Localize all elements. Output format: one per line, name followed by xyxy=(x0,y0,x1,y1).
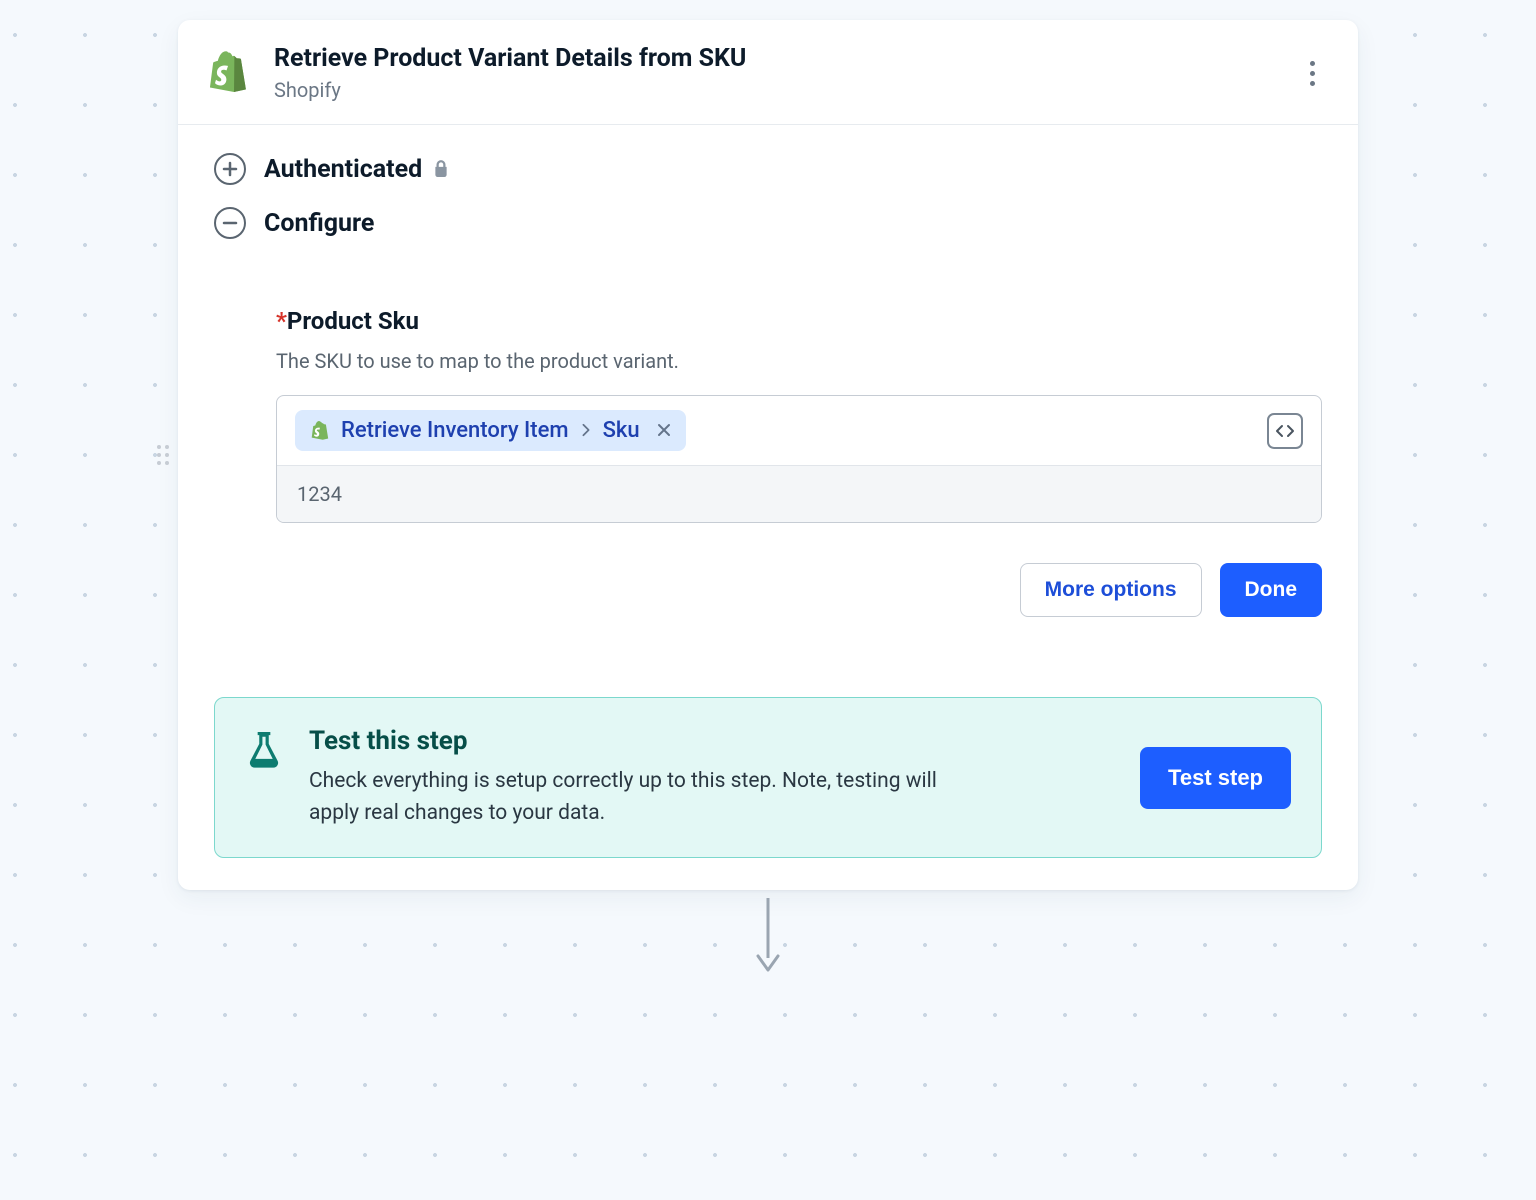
flow-connector-arrow xyxy=(748,890,788,978)
chip-remove-icon[interactable] xyxy=(656,419,672,443)
step-title: Retrieve Product Variant Details from SK… xyxy=(274,44,1294,74)
field-help-text: The SKU to use to map to the product var… xyxy=(276,349,1322,373)
required-indicator: * xyxy=(276,307,287,335)
code-mode-toggle[interactable] xyxy=(1267,413,1303,449)
shopify-logo-icon xyxy=(202,47,254,99)
card-header: Retrieve Product Variant Details from SK… xyxy=(178,20,1358,125)
field-label: *Product Sku xyxy=(276,307,1322,335)
done-button[interactable]: Done xyxy=(1220,563,1323,617)
shopify-logo-icon xyxy=(309,420,331,442)
chip-field-label: Sku xyxy=(603,418,640,443)
lock-icon xyxy=(432,155,450,184)
app-name: Shopify xyxy=(274,78,1294,102)
step-menu-button[interactable] xyxy=(1294,55,1330,91)
product-sku-input[interactable]: Retrieve Inventory Item Sku 1234 xyxy=(276,395,1322,523)
test-panel-title: Test this step xyxy=(309,726,1116,756)
chevron-right-icon xyxy=(579,418,593,443)
flask-icon xyxy=(245,732,285,774)
expand-authenticated-icon xyxy=(214,153,246,185)
configure-panel: *Product Sku The SKU to use to map to th… xyxy=(214,261,1322,617)
drag-handle[interactable] xyxy=(156,444,170,466)
test-step-panel: Test this step Check everything is setup… xyxy=(214,697,1322,858)
test-step-button[interactable]: Test step xyxy=(1140,747,1291,809)
input-preview-value: 1234 xyxy=(277,465,1321,522)
test-panel-description: Check everything is setup correctly up t… xyxy=(309,766,989,829)
mapped-value-chip[interactable]: Retrieve Inventory Item Sku xyxy=(295,410,686,451)
section-configure[interactable]: Configure xyxy=(214,207,1322,239)
authenticated-label: Authenticated xyxy=(264,155,422,184)
step-card: Retrieve Product Variant Details from SK… xyxy=(178,20,1358,890)
section-authenticated[interactable]: Authenticated xyxy=(214,153,1322,185)
chip-source-label: Retrieve Inventory Item xyxy=(341,418,569,443)
collapse-configure-icon xyxy=(214,207,246,239)
more-options-button[interactable]: More options xyxy=(1020,563,1202,617)
configure-label: Configure xyxy=(264,209,374,238)
